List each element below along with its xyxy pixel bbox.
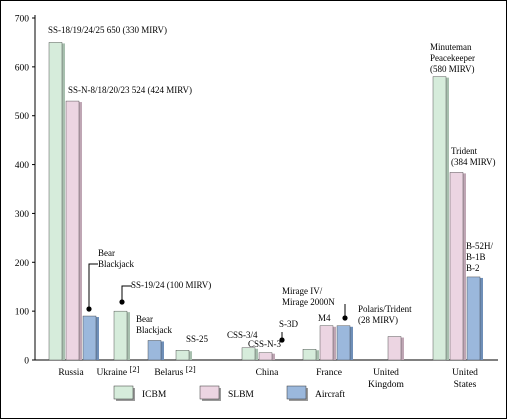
bar-icbm [48, 42, 63, 361]
y-tick-label: 400 [15, 161, 30, 171]
annotation-label: M4 [318, 313, 331, 323]
bar-shadow [62, 43, 65, 361]
annotation-label: Bear [136, 314, 153, 324]
bar-shadow [96, 317, 99, 360]
legend-swatch-aircraft [286, 385, 307, 400]
bar-shadow [255, 348, 258, 360]
annotation-label: B-1B [466, 252, 486, 262]
category-label: States [454, 380, 477, 390]
y-tick-label: 100 [15, 308, 30, 318]
footnote-mark: [2] [130, 364, 140, 374]
category-label: United [373, 368, 399, 378]
annotation-label: Blackjack [98, 259, 134, 269]
bar-slbm [319, 325, 334, 361]
annotation-label: Minuteman [430, 42, 472, 52]
bar-shadow [316, 350, 319, 360]
annotation-label: Mirage 2000N [282, 297, 335, 307]
annotation-label: SS-N-8/18/20/23 524 (424 MIRV) [68, 85, 192, 95]
leader-line [88, 263, 98, 309]
bar-shadow [272, 353, 275, 360]
bar-aircraft [466, 276, 481, 361]
annotation-label: B-2 [466, 263, 480, 273]
bar-shadow [127, 312, 130, 360]
bar-icbm [432, 76, 447, 361]
bar-slbm [258, 352, 273, 361]
annotation-label: S-3D [279, 319, 299, 329]
annotation-label: Polaris/Trident [358, 304, 412, 314]
y-tick-label: 600 [15, 63, 30, 73]
bar-shadow [480, 277, 483, 360]
bar-icbm [113, 310, 128, 361]
bar-aircraft [82, 315, 97, 361]
category-label: United [452, 368, 478, 378]
y-tick-label: 700 [15, 15, 30, 25]
legend-label: ICBM [142, 390, 167, 400]
category-label: China [256, 368, 279, 378]
legend-swatch-slbm [199, 385, 220, 400]
bar-icbm [175, 350, 190, 361]
bar-aircraft [147, 340, 162, 361]
annotation-label: Trident [451, 146, 478, 156]
bar-shadow [333, 326, 336, 360]
category-label: Belarus [2] [154, 364, 195, 378]
y-tick-label: 200 [15, 259, 30, 269]
category-label: Russia [58, 368, 84, 378]
bar-shadow [350, 326, 353, 360]
annotation-label: Bear [98, 248, 115, 258]
bar-shadow [463, 173, 466, 360]
bar-shadow [401, 337, 404, 360]
annotation-label: (384 MIRV) [451, 157, 496, 167]
footnote-mark: [2] [186, 364, 196, 374]
bar-slbm [449, 172, 464, 361]
annotation-label: B-52H/ [466, 241, 493, 251]
bar-icbm [241, 347, 256, 361]
annotation-label: SS-19/24 (100 MIRV) [131, 280, 211, 290]
leader-line [121, 285, 132, 302]
annotation-label: Blackjack [136, 325, 172, 335]
annotation-label: Peacekeeper [430, 53, 475, 63]
bar-slbm [65, 100, 80, 361]
bar-icbm [302, 349, 317, 361]
bar-aircraft [336, 325, 351, 361]
annotation-label: Mirage IV/ [282, 286, 323, 296]
leader-dot [86, 306, 92, 312]
bar-slbm [387, 336, 402, 361]
y-tick-label: 0 [24, 357, 29, 367]
leader-dot [119, 299, 125, 305]
legend-label: Aircraft [315, 389, 345, 400]
annotation-label: CSS-N-3 [248, 339, 282, 349]
bar-shadow [79, 102, 82, 361]
annotation-label: (580 MIRV) [430, 64, 475, 74]
y-tick-label: 300 [15, 210, 30, 220]
legend-swatch-icbm [113, 385, 134, 400]
category-label: Kingdom [368, 380, 405, 390]
y-tick-label: 500 [15, 112, 30, 122]
bar-shadow [189, 351, 192, 360]
leader-dot [279, 337, 285, 343]
category-label: Ukraine [2] [97, 364, 140, 378]
legend-label: SLBM [228, 390, 254, 400]
leader-dot [342, 315, 348, 321]
annotation-label: SS-25 [186, 334, 209, 344]
annotation-label: CSS-3/4 [227, 330, 258, 340]
annotation-label: (28 MIRV) [358, 315, 398, 325]
annotation-label: SS-18/19/24/25 650 (330 MIRV) [48, 25, 167, 35]
category-label: France [316, 368, 342, 378]
bar-shadow [161, 341, 164, 360]
bar-shadow [446, 77, 449, 360]
